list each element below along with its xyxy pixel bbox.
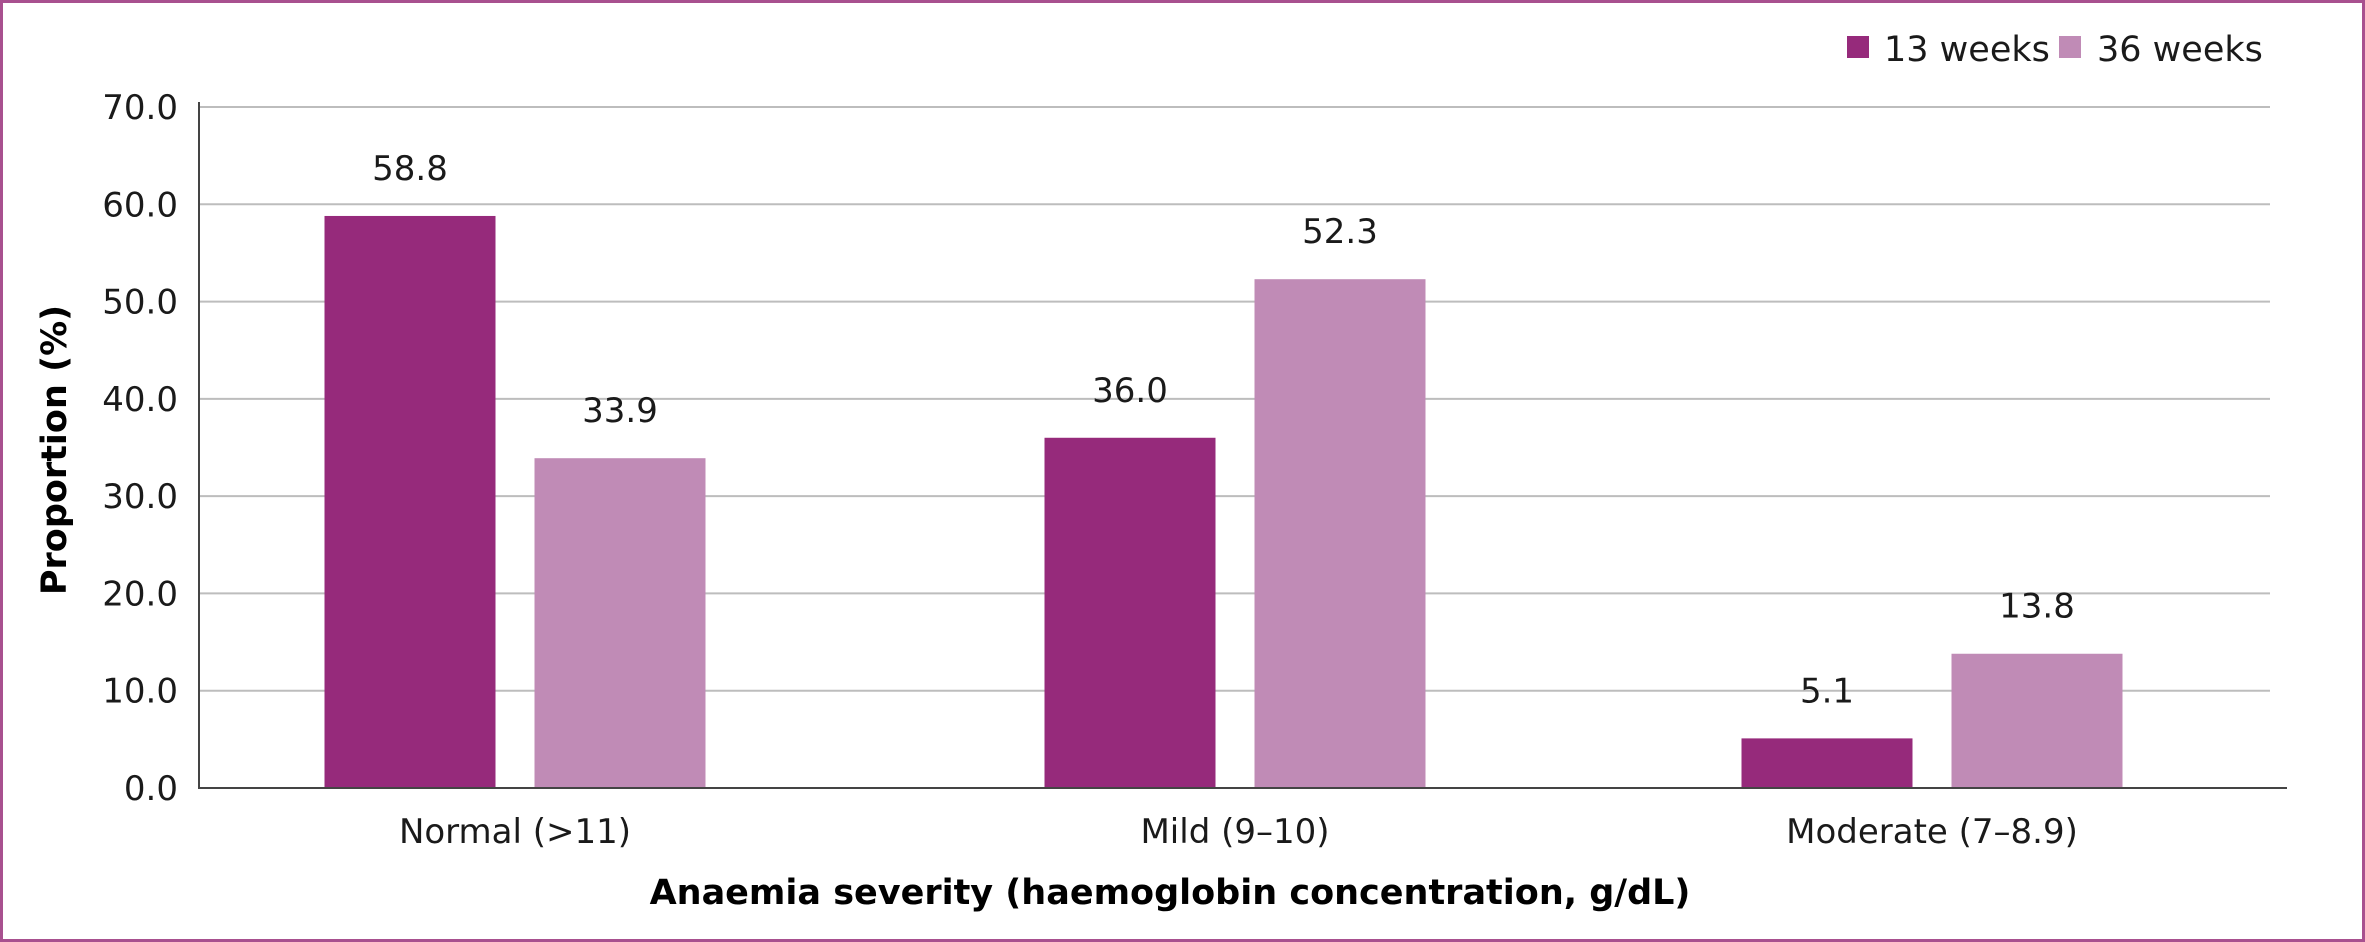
x-tick-label: Normal (>11) [399, 812, 631, 852]
x-tick-label: Moderate (7–8.9) [1786, 812, 2078, 852]
bar [1254, 279, 1426, 788]
x-tick-labels: Normal (>11) Mild (9–10) Moderate (7–8.9) [399, 812, 2078, 852]
legend-label-36-weeks: 36 weeks [2097, 30, 2263, 70]
legend-swatch-13-weeks [1847, 36, 1869, 58]
data-label: 36.0 [1092, 371, 1168, 411]
data-labels: 58.8 33.9 36.0 52.3 5.1 13.8 [372, 149, 2075, 711]
y-tick-label: 0.0 [124, 769, 178, 809]
y-tick-label: 50.0 [102, 283, 178, 323]
y-tick-labels: 0.0 10.0 20.0 30.0 40.0 50.0 60.0 70.0 [102, 88, 178, 809]
data-label: 58.8 [372, 149, 448, 189]
y-tick-label: 20.0 [102, 574, 178, 614]
legend: 13 weeks 36 weeks [1847, 30, 2263, 70]
y-tick-label: 30.0 [102, 477, 178, 517]
data-label: 33.9 [582, 391, 658, 431]
bar [1951, 653, 2123, 788]
legend-swatch-36-weeks [2059, 36, 2081, 58]
y-tick-label: 40.0 [102, 380, 178, 420]
axes [198, 102, 2287, 789]
data-label: 52.3 [1302, 212, 1378, 252]
y-axis-title: Proportion (%) [35, 305, 75, 595]
bar [534, 458, 706, 788]
data-label: 5.1 [1800, 671, 1854, 711]
x-tick-label: Mild (9–10) [1140, 812, 1329, 852]
gridlines [199, 106, 2270, 692]
bar [1741, 738, 1913, 788]
y-tick-label: 60.0 [102, 185, 178, 225]
y-tick-label: 70.0 [102, 88, 178, 128]
legend-label-13-weeks: 13 weeks [1884, 30, 2050, 70]
x-axis-title: Anaemia severity (haemoglobin concentrat… [650, 873, 1691, 913]
bar [324, 215, 496, 788]
y-tick-label: 10.0 [102, 672, 178, 712]
bars [324, 215, 2123, 788]
data-label: 13.8 [1999, 587, 2075, 627]
bar [1044, 437, 1216, 788]
